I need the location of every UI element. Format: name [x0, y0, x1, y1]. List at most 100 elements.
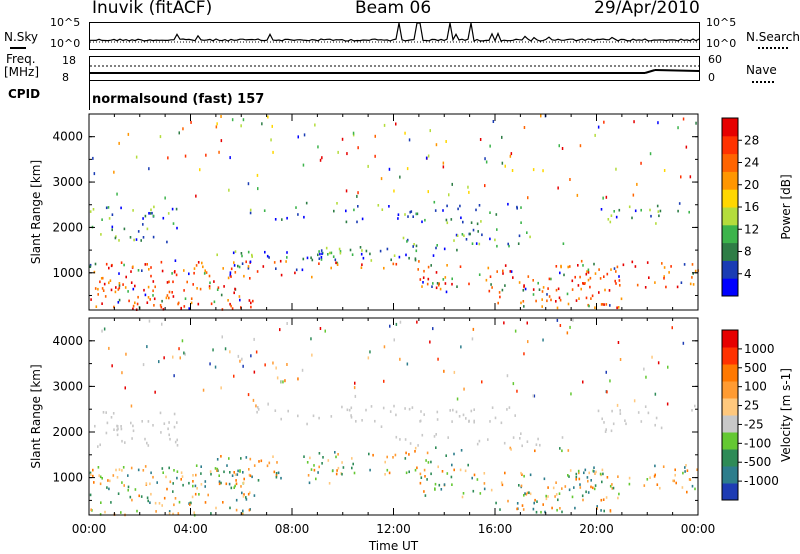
- colorbar: 4 8 12 16 20 24 28 Power [dB]: [721, 117, 793, 297]
- data-cell: [374, 134, 376, 138]
- data-cell: [451, 277, 453, 281]
- data-cell: [172, 490, 174, 493]
- data-cell: [370, 405, 373, 408]
- data-cell: [228, 188, 230, 192]
- colorbar-segment: [722, 347, 738, 365]
- data-cell: [433, 435, 436, 438]
- data-cell: [585, 490, 587, 494]
- data-cell: [605, 370, 607, 374]
- data-cell: [674, 473, 676, 477]
- data-cell: [509, 154, 512, 158]
- data-cell: [491, 406, 494, 409]
- nsky-line: [89, 22, 700, 43]
- colorbar-tick-label: 24: [744, 156, 759, 170]
- data-cell: [369, 350, 371, 354]
- data-cell: [674, 468, 676, 472]
- colorbar-tick-label: -1000: [744, 474, 779, 488]
- data-cell: [195, 464, 198, 467]
- data-cell: [341, 472, 343, 476]
- y-tick-label: 2000: [52, 220, 83, 234]
- data-cell: [151, 211, 153, 215]
- data-cell: [182, 127, 184, 131]
- data-cell: [264, 363, 266, 367]
- data-cell: [408, 470, 410, 474]
- data-cell: [245, 456, 248, 459]
- data-cell: [523, 305, 525, 308]
- data-cell: [132, 209, 134, 212]
- data-cell: [257, 187, 259, 191]
- data-cell: [215, 506, 217, 510]
- data-cell: [489, 211, 491, 214]
- data-cell: [257, 408, 260, 411]
- data-cell: [655, 416, 658, 420]
- data-cell: [495, 501, 497, 505]
- data-cell: [447, 436, 449, 439]
- data-cell: [512, 276, 514, 279]
- colorbar-frame: [721, 329, 739, 501]
- data-cell: [179, 356, 181, 360]
- data-cell: [182, 483, 184, 487]
- data-cell: [545, 497, 548, 501]
- data-cell: [479, 492, 482, 495]
- data-cell: [121, 469, 123, 472]
- data-cell: [655, 222, 657, 225]
- data-cell: [578, 297, 580, 300]
- data-cell: [105, 206, 108, 210]
- data-cell: [327, 459, 330, 462]
- data-cell: [233, 264, 236, 267]
- colorbar-segment: [722, 449, 738, 467]
- data-cell: [472, 489, 475, 493]
- nsky-legend-line: [10, 47, 26, 49]
- data-cell: [562, 242, 565, 245]
- data-cell: [678, 202, 681, 205]
- data-cell: [421, 433, 424, 437]
- data-cell: [507, 242, 509, 246]
- data-cell: [393, 189, 395, 193]
- data-cell: [201, 261, 203, 265]
- data-cell: [159, 135, 162, 139]
- data-cell: [172, 355, 174, 359]
- data-cell: [318, 416, 320, 420]
- data-cell: [172, 222, 175, 225]
- data-cell: [484, 157, 486, 161]
- data-cell: [473, 473, 476, 477]
- data-cell: [691, 409, 693, 412]
- colorbar-segment: [722, 118, 738, 137]
- data-cell: [622, 263, 625, 267]
- data-cell: [656, 483, 659, 486]
- data-cell: [561, 449, 563, 453]
- freq-unit: [MHz]: [4, 65, 40, 79]
- data-cell: [352, 131, 355, 135]
- data-cell: [425, 459, 427, 462]
- data-cell: [455, 233, 458, 237]
- data-cell: [496, 244, 498, 248]
- data-cell: [101, 287, 104, 290]
- data-cell: [253, 337, 255, 341]
- data-cell: [571, 495, 574, 499]
- data-cell: [248, 299, 251, 302]
- data-cell: [195, 264, 198, 267]
- data-cell: [195, 473, 197, 477]
- data-cell: [437, 357, 439, 361]
- data-cell: [388, 205, 390, 208]
- data-cell: [696, 468, 698, 471]
- data-cell: [235, 479, 237, 482]
- colorbar-segment: [722, 364, 738, 382]
- data-cell: [590, 297, 592, 300]
- data-cell: [643, 367, 645, 371]
- data-cell: [341, 461, 343, 464]
- data-cell: [408, 138, 411, 142]
- data-cell: [99, 482, 102, 486]
- data-cell: [381, 208, 384, 211]
- data-cell: [146, 345, 148, 349]
- data-cell: [435, 433, 437, 436]
- data-cell: [196, 287, 198, 290]
- data-cell: [111, 364, 113, 368]
- data-cell: [618, 492, 620, 496]
- data-cell: [654, 423, 656, 427]
- data-cell: [615, 282, 617, 285]
- data-cell: [603, 303, 605, 306]
- data-cell: [522, 289, 525, 292]
- data-cell: [365, 249, 368, 253]
- data-cell: [596, 505, 598, 508]
